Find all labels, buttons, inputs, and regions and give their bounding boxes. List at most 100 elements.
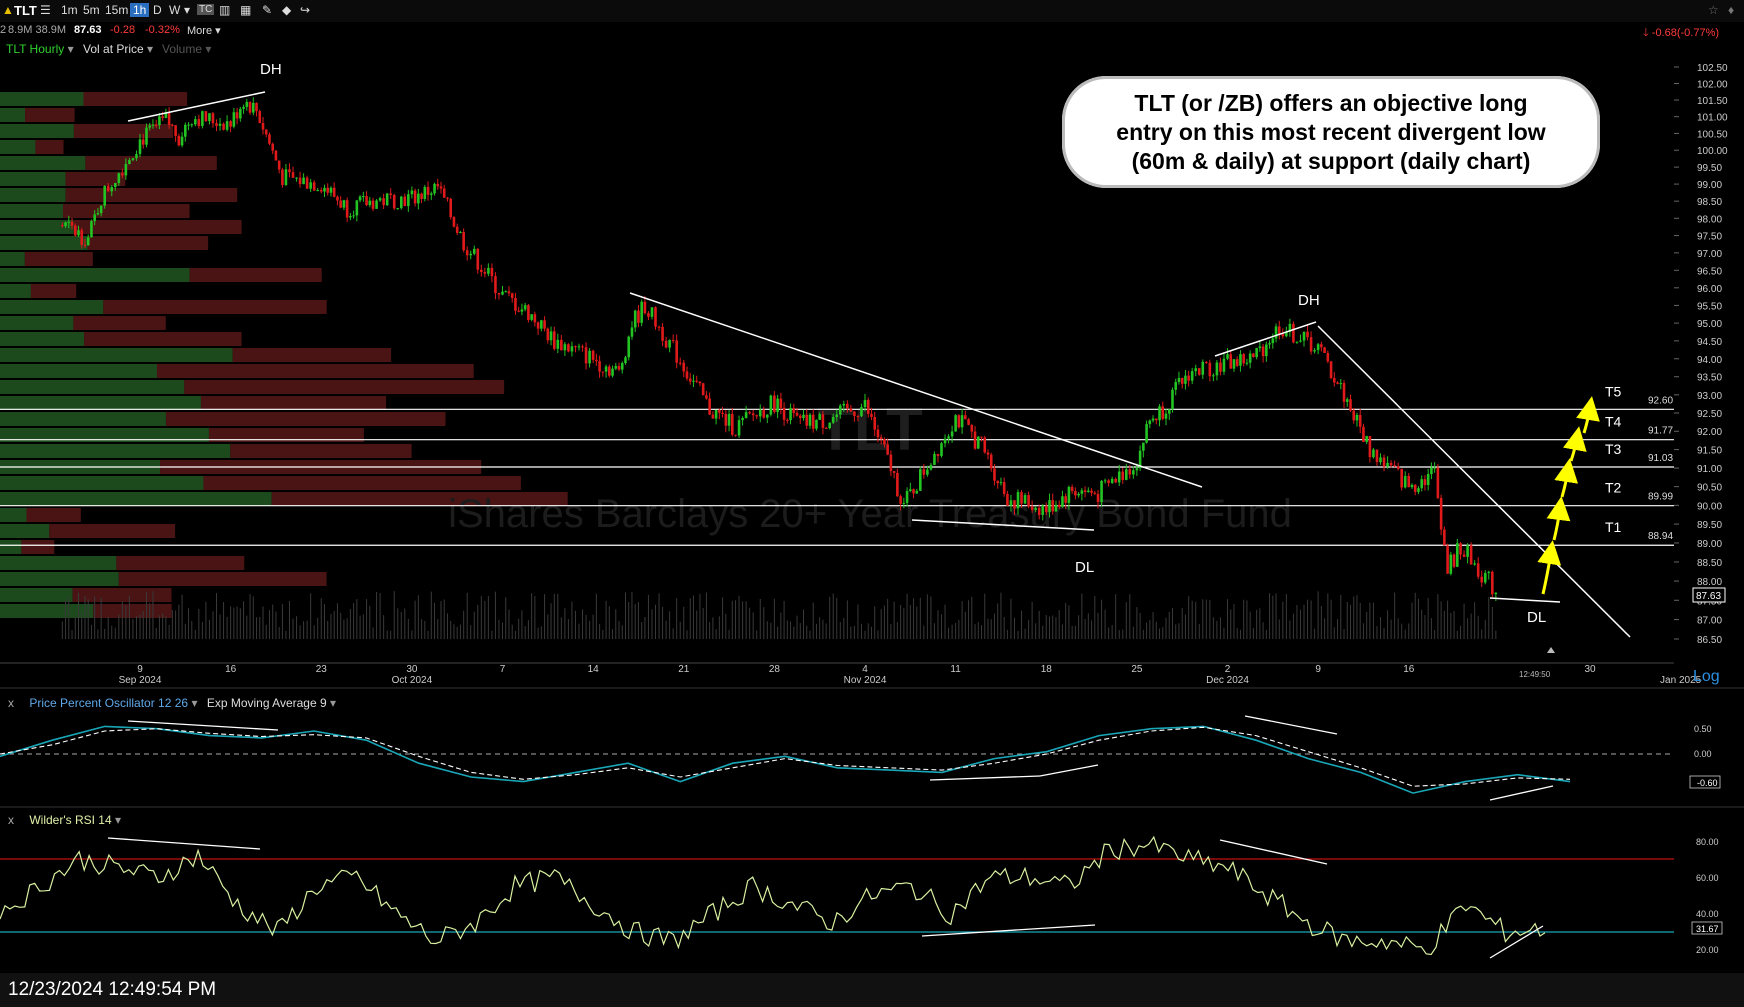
candle-body: [345, 200, 349, 218]
candle-body: [671, 340, 675, 342]
table-icon[interactable]: ▦: [240, 3, 252, 17]
target-arrow-t2: [1546, 496, 1571, 541]
tag-icon[interactable]: ◆: [282, 3, 292, 17]
date-tick: 21: [678, 664, 690, 675]
timeframe-15m[interactable]: 15m: [105, 3, 129, 17]
candle-body: [423, 187, 427, 199]
draw-icon[interactable]: ✎: [262, 3, 273, 17]
candle-body: [789, 408, 792, 421]
candle-body: [177, 135, 181, 146]
candle-body: [1274, 326, 1278, 339]
candle-body: [1277, 326, 1281, 334]
ppo-ema-title[interactable]: Exp Moving Average 9: [206, 696, 327, 710]
candle-body: [194, 119, 197, 125]
star-icon[interactable]: ☆: [1708, 3, 1719, 17]
timeframe-5m[interactable]: 5m: [83, 3, 100, 17]
toolbar: ▲ TLT ☰ 1m 5m 15m 1h D W ▾ TC ▥ ▦ ✎ ◆ ↪ …: [0, 0, 1744, 22]
candle-body: [264, 129, 268, 135]
price-tick: 99.00: [1697, 180, 1722, 191]
vap-bar-down: [184, 380, 505, 394]
candle-body: [336, 196, 339, 201]
vap-bar-down: [271, 492, 568, 506]
vap-bar-up: [0, 540, 22, 554]
more-menu[interactable]: More ▾: [187, 25, 221, 37]
vap-bar-down: [65, 188, 238, 202]
vap-bar-up: [0, 92, 84, 106]
candle-body: [567, 344, 570, 352]
candle-body: [661, 326, 664, 341]
vap-bar-up: [0, 380, 185, 394]
candle-body: [902, 502, 906, 504]
vap-bar-down: [73, 124, 173, 138]
candle-body: [1336, 382, 1339, 384]
candle-body: [734, 434, 737, 436]
candle-body: [1219, 362, 1222, 372]
candle-body: [339, 200, 342, 208]
candle-body: [915, 490, 919, 494]
price-tick: 97.50: [1697, 232, 1722, 243]
chart-name-legend[interactable]: TLT Hourly ▾: [6, 42, 74, 56]
price-tick: 89.50: [1697, 520, 1722, 531]
timeframe-d[interactable]: D: [153, 3, 162, 17]
vap-bar-down: [103, 300, 327, 314]
candle-body: [1107, 480, 1110, 483]
ppo-series-line: [0, 725, 1571, 794]
candle-body: [399, 196, 403, 209]
dh-label-1: DH: [260, 61, 282, 78]
candle-body: [268, 134, 271, 144]
candle-body: [121, 173, 124, 176]
vap-bar-up: [0, 220, 74, 234]
vol-at-price-legend[interactable]: Vol at Price ▾: [83, 42, 154, 56]
timeframe-1m[interactable]: 1m: [61, 3, 78, 17]
volume-legend[interactable]: Volume ▾: [162, 42, 212, 56]
scroll-marker-icon[interactable]: [1547, 647, 1555, 653]
candle-body: [1430, 467, 1433, 474]
compare-icon[interactable]: TC: [197, 4, 215, 15]
indicator-icon[interactable]: ▥: [219, 3, 231, 17]
target-label: T2: [1605, 480, 1622, 496]
alert-icon[interactable]: ♦: [1728, 3, 1735, 17]
share-icon[interactable]: ↪: [300, 3, 311, 17]
candle-body: [595, 359, 598, 362]
vap-bar-up: [0, 476, 204, 490]
candle-body: [349, 216, 352, 218]
candle-body: [480, 269, 483, 273]
ppo-close-icon[interactable]: x: [8, 696, 14, 710]
candle-body: [1349, 399, 1352, 411]
rsi-title[interactable]: Wilder's RSI 14: [29, 813, 112, 827]
footer-bar: 12/23/2024 12:49:54 PM: [0, 973, 1744, 1007]
ppo-tick-050: 0.50: [1694, 724, 1712, 734]
candle-body: [316, 190, 320, 192]
log-scale-toggle[interactable]: Log: [1693, 668, 1720, 685]
candle-body: [1077, 493, 1080, 496]
candle-body: [1142, 442, 1145, 451]
vap-bar-up: [0, 572, 119, 586]
candle-body: [426, 187, 430, 195]
candle-body: [964, 415, 967, 420]
candle-body: [620, 363, 624, 370]
list-icon[interactable]: ☰: [40, 3, 51, 17]
vap-bar-down: [49, 524, 176, 538]
ppo-title[interactable]: Price Percent Oscillator 12 26: [29, 696, 189, 710]
candle-body: [714, 409, 718, 419]
symbol-input[interactable]: TLT: [14, 3, 37, 18]
candle-body: [99, 205, 103, 214]
candle-body: [1396, 466, 1400, 469]
candle-body: [510, 293, 514, 299]
candle-body: [128, 160, 131, 164]
timeframe-1h[interactable]: 1h: [130, 3, 150, 17]
candle-body: [919, 469, 922, 491]
candle-body: [1281, 333, 1285, 337]
date-tick-sub: Sep 2024: [119, 675, 162, 686]
target-label: T3: [1605, 441, 1622, 457]
timeframe-dropdown-icon[interactable]: ▾: [184, 3, 191, 17]
candle-body: [543, 320, 546, 329]
timeframe-w[interactable]: W: [169, 3, 181, 17]
candle-body: [1389, 462, 1393, 466]
chart-type-icon[interactable]: ▲: [2, 3, 14, 17]
price-tick: 91.00: [1697, 464, 1722, 475]
vap-bar-down: [203, 476, 521, 490]
rsi-close-icon[interactable]: x: [8, 813, 14, 827]
candle-body: [1326, 353, 1330, 362]
candle-body: [1400, 468, 1403, 488]
